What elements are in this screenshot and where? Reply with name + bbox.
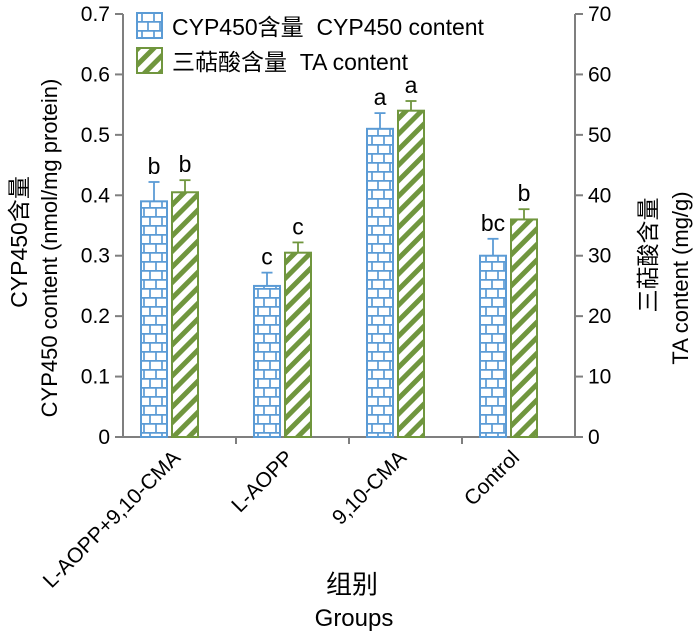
left-axis-tick-label: 0	[98, 426, 110, 449]
significance-letter: b	[179, 151, 192, 177]
significance-letter: b	[148, 153, 161, 179]
bar-ta-L-AOPP+9,10-CMA	[171, 191, 199, 438]
diagonal-pattern-swatch-icon	[136, 46, 163, 74]
right-axis-tick-label: 30	[588, 245, 611, 268]
bar-cyp450-L-AOPP	[253, 284, 281, 438]
legend-item-cyp450: CYP450含量 CYP450 content	[136, 11, 484, 40]
right-axis-title-en: TA content (mg/g)	[668, 191, 693, 365]
legend-item-ta: 三萜酸含量 TA content	[136, 46, 484, 75]
brick-pattern-swatch-icon	[136, 11, 163, 39]
significance-letter: c	[261, 244, 273, 270]
left-axis-tick-label: 0.3	[81, 245, 110, 268]
right-axis-tick-label: 50	[588, 124, 611, 147]
bar-cyp450-9,10-CMA	[366, 127, 394, 438]
left-axis-tick-label: 0.2	[81, 305, 110, 328]
bar-ta-L-AOPP	[284, 251, 312, 438]
left-axis-tick-label: 0.1	[81, 366, 110, 389]
right-axis-tick-label: 0	[588, 426, 600, 449]
left-axis-title-en: CYP450 content (nmol/mg protein)	[37, 78, 62, 418]
right-axis-tick-label: 10	[588, 366, 611, 389]
significance-letter: bc	[481, 210, 505, 236]
left-axis-tick-label: 0.5	[81, 124, 110, 147]
legend-label-cyp450: CYP450含量 CYP450 content	[172, 14, 484, 40]
left-axis-title-zh: CYP450含量	[6, 176, 32, 308]
left-axis-tick-label: 0.6	[81, 63, 110, 86]
x-category-label: 9,10-CMA	[328, 446, 411, 529]
bar-cyp450-L-AOPP+9,10-CMA	[140, 200, 168, 438]
left-axis-tick-label: 0.7	[81, 3, 110, 26]
bar-ta-9,10-CMA	[397, 109, 425, 439]
x-category-label: Control	[460, 446, 524, 510]
bar-cyp450-Control	[479, 254, 507, 438]
significance-letter: c	[292, 213, 304, 239]
legend: CYP450含量 CYP450 content 三萜酸含量 TA content	[136, 11, 484, 81]
right-axis-title-zh: 三萜酸含量	[635, 197, 661, 313]
significance-letter: b	[518, 180, 531, 206]
x-axis-title-en: Groups	[314, 605, 394, 632]
bar-ta-Control	[510, 218, 538, 438]
x-category-label: L-AOPP+9,10-CMA	[39, 446, 185, 592]
x-category-label: L-AOPP	[227, 446, 298, 517]
right-axis-tick-label: 70	[588, 3, 611, 26]
significance-letter: a	[374, 84, 387, 110]
legend-label-ta: 三萜酸含量 TA content	[172, 49, 409, 75]
right-axis-tick-label: 40	[588, 184, 611, 207]
left-axis-tick-label: 0.4	[81, 184, 111, 207]
right-axis-tick-label: 60	[588, 63, 611, 86]
x-axis-title-zh: 组别	[325, 569, 379, 600]
right-axis-tick-label: 20	[588, 305, 611, 328]
significance-letter: a	[405, 72, 418, 98]
